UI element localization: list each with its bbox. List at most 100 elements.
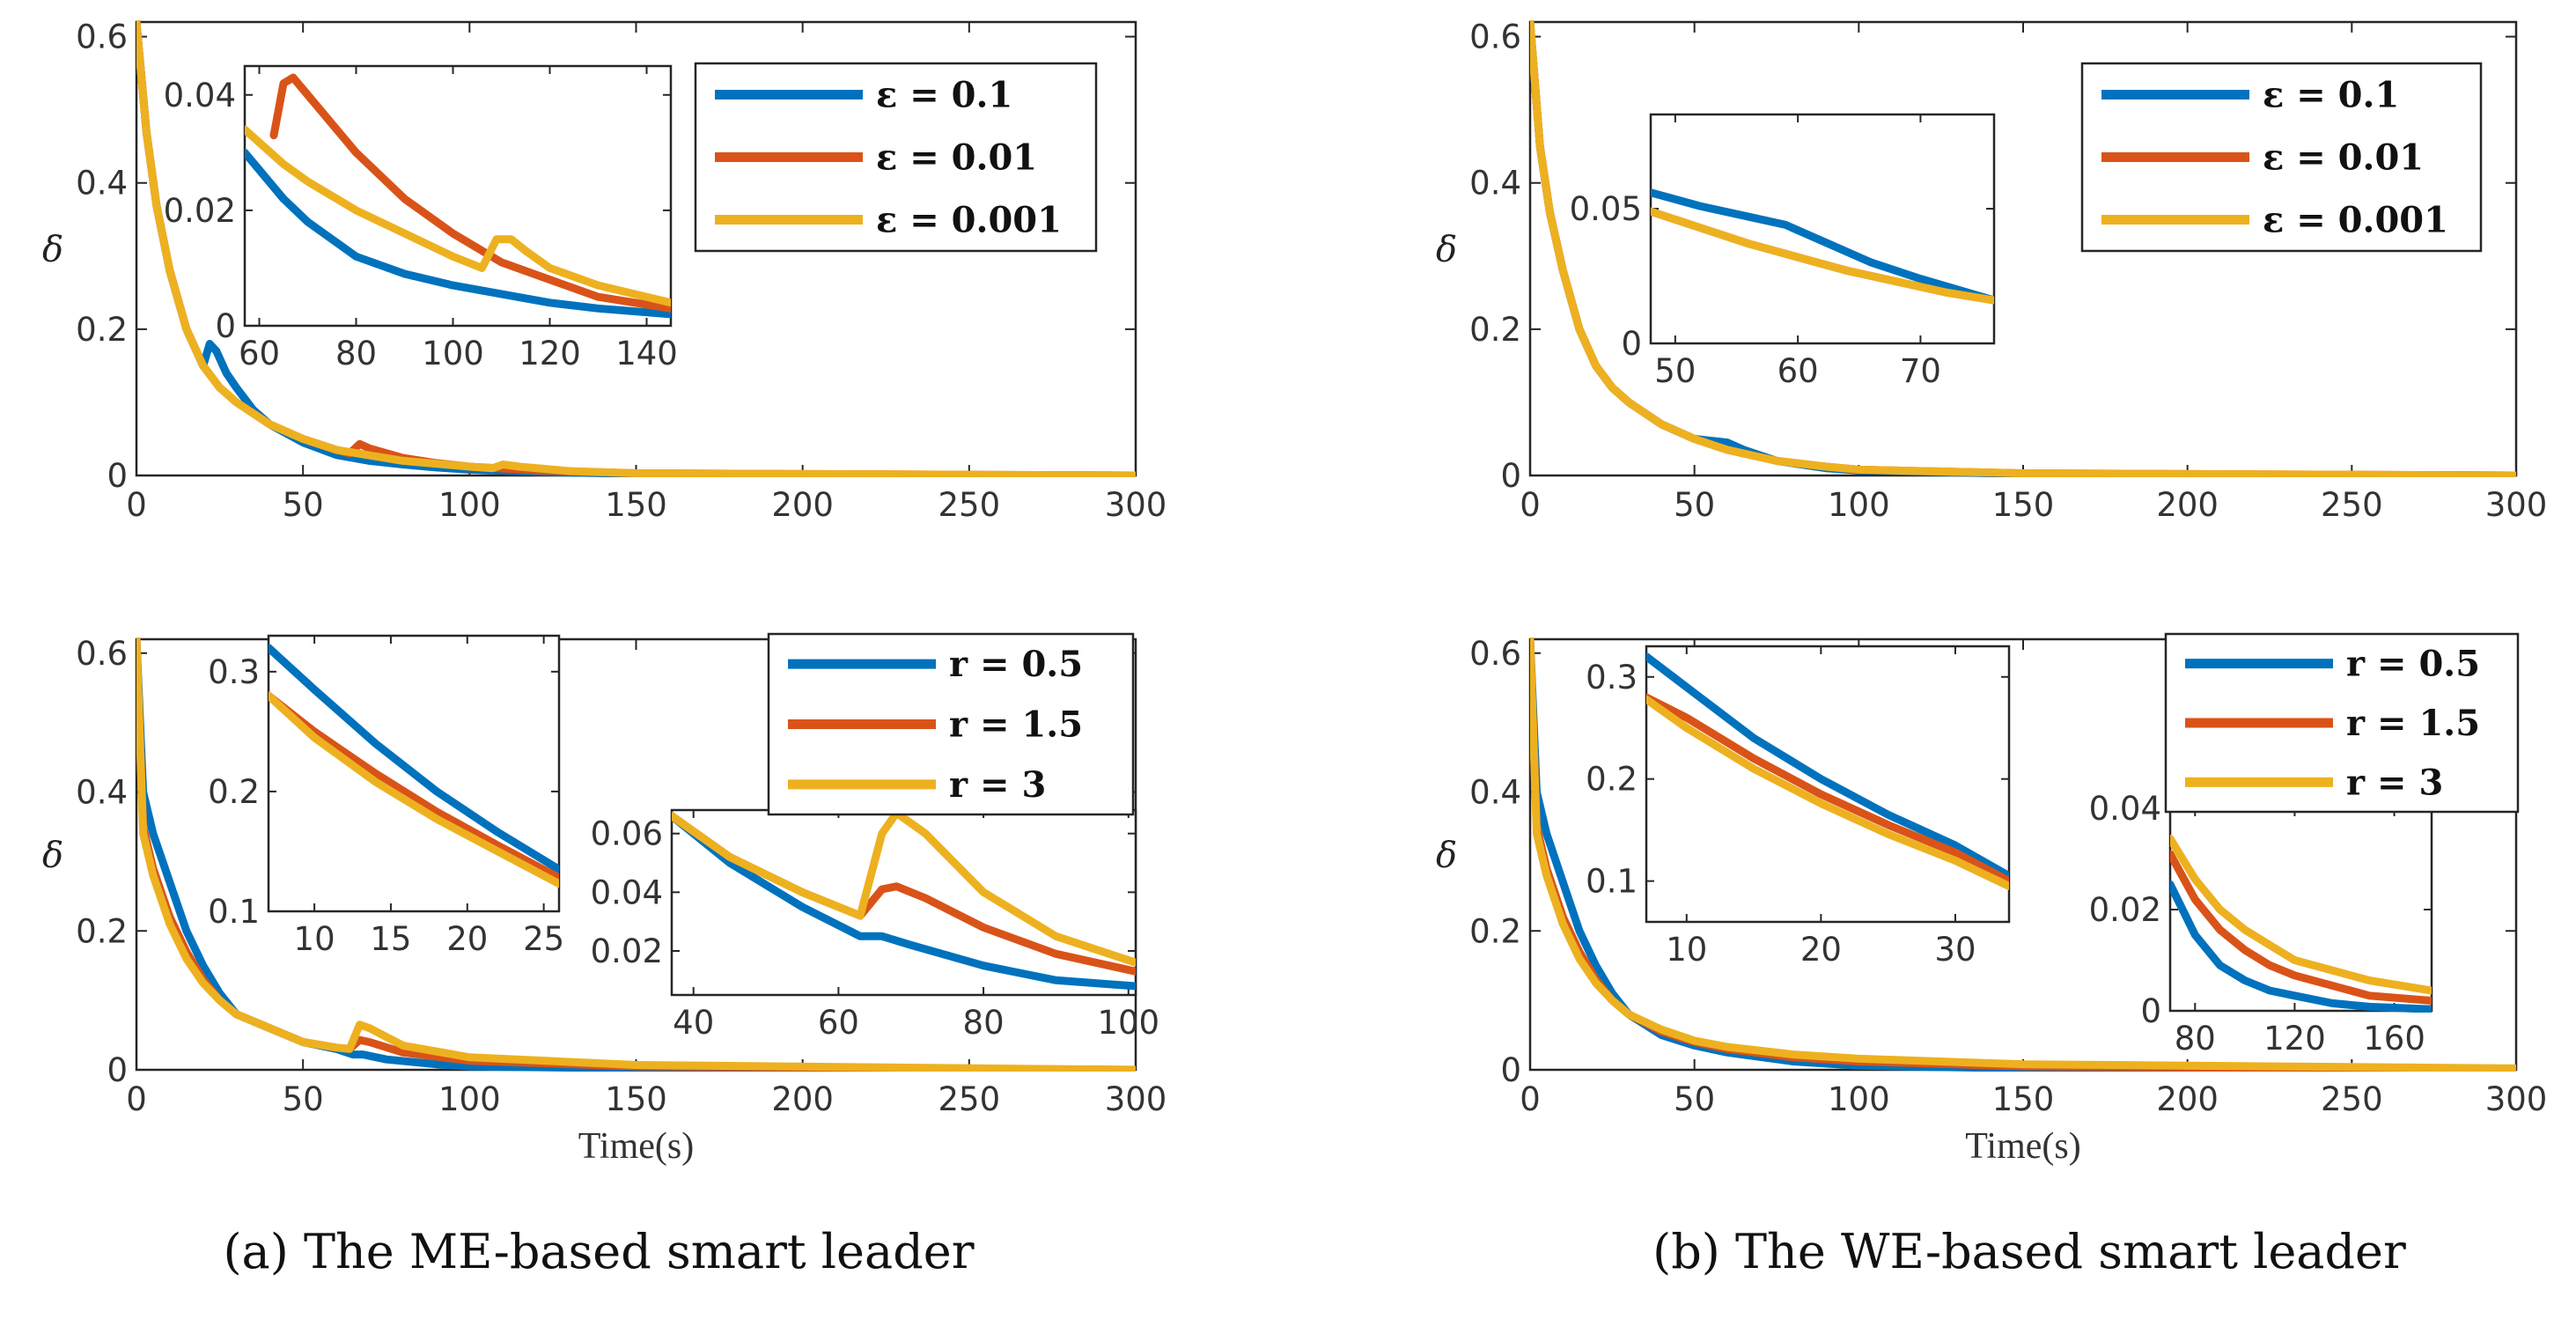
a-bottom-inset-x-tick-label: 80 [963,1004,1005,1042]
b-top-y-tick-label: 0.6 [1469,18,1521,56]
a-bottom-inset-y-tick-label: 0.3 [208,653,260,691]
a-bottom-inset-x-tick-label: 25 [523,920,564,958]
b-top-inset-x-tick-label: 60 [1777,352,1819,390]
b-bottom-inset-x-tick-label: 80 [2175,1020,2216,1057]
b-top-inset-series-line-1 [1651,188,1994,305]
a-bottom-x-tick-label: 300 [1105,1080,1167,1118]
b-bottom-inset-series-line-1 [1646,652,2009,881]
b-bottom-inset-series-line-2 [1646,693,2009,886]
a-bottom-inset-x-tick-label: 10 [294,920,335,958]
b-bottom-x-tick-label: 150 [1992,1080,2055,1118]
b-bottom-inset-series-line-2 [2170,850,2432,1005]
b-bottom-inset-x-tick-label: 10 [1666,931,1707,969]
b-bottom-inset-series-line-3 [2170,835,2432,995]
a-bottom-inset-series-line-3 [269,691,559,888]
a-bottom-inset-1: 10 15 20 25 0.1 0.2 0.3 [208,634,564,958]
a-bottom-y-tick-label: 0 [107,1051,128,1089]
b-bottom-inset-x-tick-label: 120 [2263,1020,2326,1057]
b-top-legend-label: ε = 0.01 [2263,137,2424,179]
b-top-y-axis-label: δ [1436,230,1457,270]
a-bottom-inset-axes-frame [670,808,1137,997]
b-bottom-inset-series-line-3 [1646,695,2009,890]
a-top-inset-series-line-3 [245,125,671,307]
b-bottom-inset-y-tick-label: 0 [2140,992,2161,1030]
panel-b-top-chart: 0 50 100 150 200 250 300 0 0.2 0.4 0.6 δ 50 60 70 0 0.05… [1436,18,2547,524]
a-bottom-y-tick-label: 0.4 [76,774,128,812]
a-bottom-y-tick-label: 0.6 [76,635,128,673]
a-bottom-inset-series-line-1 [269,644,559,873]
b-top-inset-y-tick-label: 0 [1621,325,1642,363]
b-bottom-inset-y-tick-label: 0.02 [2089,891,2161,929]
a-bottom-inset-x-tick-label: 60 [818,1004,859,1042]
b-bottom-y-tick-label: 0.4 [1469,774,1521,812]
b-bottom-legend: r = 0.5 r = 1.5 r = 3 [2164,632,2520,814]
a-top-x-tick-label: 50 [283,486,324,524]
a-top-x-tick-label: 0 [126,486,147,524]
panel-a-bottom-chart: 0 50 100 150 200 250 300 0 0.2 0.4 0.6 δ Time(s) 10 15… [42,632,1167,1167]
a-bottom-inset-y-tick-label: 0.04 [591,873,663,911]
a-top-x-tick-label: 250 [938,486,1001,524]
b-top-x-tick-label: 100 [1828,486,1890,524]
a-bottom-x-tick-label: 150 [605,1080,667,1118]
a-top-y-tick-label: 0.6 [76,18,128,56]
a-top-x-tick-label: 100 [438,486,501,524]
a-top-x-tick-label: 200 [771,486,834,524]
a-bottom-x-tick-label: 200 [771,1080,834,1118]
a-top-x-tick-label: 150 [605,486,667,524]
b-bottom-y-tick-label: 0.2 [1469,912,1521,950]
b-bottom-y-tick-label: 0.6 [1469,635,1521,673]
a-top-inset-y-tick-label: 0 [215,307,236,345]
a-bottom-inset-x-tick-label: 40 [673,1004,714,1042]
a-bottom-series-line-3 [136,637,1136,1072]
b-bottom-inset-series-line-1 [2170,880,2432,1013]
a-top-inset-x-tick-label: 100 [422,335,484,372]
b-bottom-x-tick-label: 100 [1828,1080,1890,1118]
a-bottom-inset-series-line-3 [672,808,1136,967]
b-bottom-x-tick-label: 250 [2321,1080,2383,1118]
b-top-x-tick-label: 50 [1674,486,1715,524]
b-bottom-inset-y-tick-label: 0.2 [1586,761,1638,799]
a-bottom-inset-2: 40 60 80 100 0.02 0.04 0.06 [591,808,1159,1042]
a-top-inset-y-tick-label: 0.04 [164,77,236,114]
b-bottom-inset-x-tick-label: 30 [1934,931,1976,969]
a-top-legend-label: ε = 0.001 [876,200,1062,241]
b-top-legend-label: ε = 0.1 [2263,75,2399,116]
a-bottom-inset-y-tick-label: 0.02 [591,932,663,970]
b-bottom-x-tick-label: 300 [2485,1080,2548,1118]
b-top-inset-y-tick-label: 0.05 [1570,190,1642,228]
b-bottom-y-tick-label: 0 [1500,1051,1521,1089]
b-bottom-inset-1: 10 20 30 0.1 0.2 0.3 [1586,645,2011,969]
b-bottom-x-axis-label: Time(s) [1965,1126,2080,1167]
b-bottom-y-axis-label: δ [1436,836,1457,876]
b-top-x-tick-label: 150 [1992,486,2055,524]
a-top-legend-label: ε = 0.1 [876,75,1012,116]
a-bottom-x-axis-label: Time(s) [578,1126,694,1167]
a-bottom-x-tick-label: 50 [283,1080,324,1118]
a-top-inset-1: 60 80 100 120 140 0 0.02 0.04 [164,64,678,372]
caption-b: (b) The WE-based smart leader [1652,1224,2406,1279]
a-bottom-inset-x-tick-label: 100 [1097,1004,1159,1042]
b-bottom-x-tick-label: 200 [2156,1080,2219,1118]
a-top-y-tick-label: 0.2 [76,311,128,349]
b-bottom-x-tick-label: 0 [1520,1080,1541,1118]
b-bottom-inset-x-tick-label: 20 [1800,931,1842,969]
a-bottom-y-axis-label: δ [42,836,63,876]
a-bottom-legend: r = 0.5 r = 1.5 r = 3 [767,632,1135,816]
a-bottom-x-tick-label: 250 [938,1080,1001,1118]
b-bottom-inset-y-tick-label: 0.1 [1586,863,1638,901]
a-top-y-tick-label: 0.4 [76,165,128,203]
a-top-inset-x-tick-label: 60 [239,335,280,372]
b-top-legend: ε = 0.1 ε = 0.01 ε = 0.001 [2080,62,2483,253]
a-bottom-inset-series-line-1 [672,812,1136,991]
b-bottom-legend-label: r = 1.5 [2346,703,2480,744]
caption-a: (a) The ME-based smart leader [223,1224,974,1279]
a-top-y-axis-label: δ [42,230,63,270]
b-top-x-tick-label: 0 [1520,486,1541,524]
a-bottom-inset-x-tick-label: 20 [446,920,488,958]
b-top-series-line-3 [1530,20,2516,477]
b-top-y-tick-label: 0 [1500,457,1521,495]
b-bottom-series-line-3 [1530,637,2516,1072]
a-top-x-tick-label: 300 [1105,486,1167,524]
b-bottom-inset-x-tick-label: 160 [2363,1020,2425,1057]
